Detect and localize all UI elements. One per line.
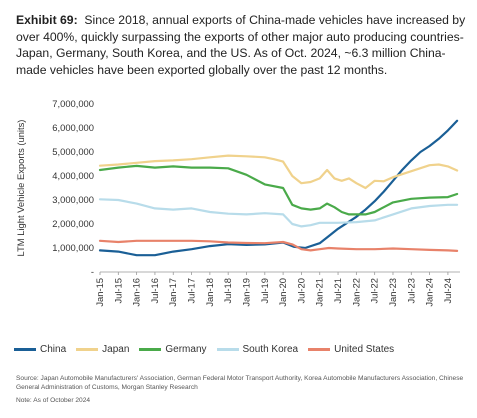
legend-swatch	[76, 347, 99, 351]
legend-label: Germany	[165, 344, 207, 355]
legend-label: United States	[334, 344, 395, 355]
legend-swatch	[14, 347, 36, 351]
x-tick-label: Jan-24	[424, 278, 435, 307]
x-tick-label: Jul-22	[369, 278, 380, 304]
x-tick-label: Jul-20	[295, 278, 306, 304]
series-line-united-states	[98, 239, 459, 252]
y-tick-label: 1,000,000	[52, 242, 94, 253]
exhibit-label: Exhibit 69:	[16, 13, 78, 27]
x-tick-label: Jan-19	[240, 278, 251, 307]
legend-label: South Korea	[242, 344, 299, 355]
x-tick-label: Jan-16	[131, 278, 142, 307]
y-tick-label: 6,000,000	[52, 122, 94, 133]
legend-swatch	[216, 347, 239, 351]
chart-legend: China Japan Germany South Korea United State…	[14, 344, 404, 355]
legend-swatch	[139, 347, 162, 351]
x-tick-label: Jul-18	[222, 278, 233, 304]
legend-item: South Korea	[216, 344, 299, 355]
x-tick-label: Jul-24	[442, 278, 453, 304]
exhibit-text: Since 2018, annual exports of China-made…	[16, 13, 466, 77]
x-tick-label: Jul-23	[405, 278, 416, 304]
y-tick-label: 2,000,000	[52, 218, 94, 229]
series-line-germany	[98, 164, 459, 216]
series-line-china	[98, 119, 459, 257]
y-tick-label: 4,000,000	[52, 170, 94, 181]
exhibit-caption: Exhibit 69: Since 2018, annual exports o…	[16, 12, 468, 78]
y-tick-label: 3,000,000	[52, 194, 94, 205]
y-axis-label: LTM Light Vehicle Exports (units)	[15, 120, 26, 257]
legend-item: United States	[308, 344, 394, 355]
y-tick-label: 5,000,000	[52, 146, 94, 157]
legend-label: China	[40, 344, 67, 355]
legend-label: Japan	[102, 344, 130, 355]
legend-item: China	[14, 344, 66, 355]
x-tick-label: Jan-17	[167, 278, 178, 307]
x-tick-label: Jan-22	[350, 278, 361, 307]
x-tick-label: Jul-15	[112, 278, 123, 304]
x-tick-label: Jul-17	[186, 278, 197, 304]
x-tick-label: Jan-18	[204, 278, 215, 307]
x-tick-label: Jan-20	[277, 278, 288, 307]
legend-item: Germany	[139, 344, 207, 355]
x-tick-label: Jul-21	[332, 278, 343, 304]
x-tick-label: Jul-19	[259, 278, 270, 304]
legend-swatch	[308, 347, 331, 351]
x-tick-label: Jul-16	[149, 278, 160, 304]
series-line-japan	[98, 154, 459, 190]
x-tick-label: Jan-21	[314, 278, 325, 307]
x-tick-label: Jan-23	[387, 278, 398, 307]
line-chart: LTM Light Vehicle Exports (units) - 1,000,…	[15, 98, 460, 307]
legend-item: Japan	[76, 344, 129, 355]
series-line-south-korea	[98, 198, 459, 228]
y-tick-label: -	[91, 266, 94, 277]
date-note: Note: As of October 2024	[16, 397, 91, 404]
source-note: Source: Japan Automobile Manufacturers' …	[16, 375, 464, 391]
x-tick-label: Jan-15	[94, 278, 105, 307]
y-tick-label: 7,000,000	[52, 98, 94, 109]
